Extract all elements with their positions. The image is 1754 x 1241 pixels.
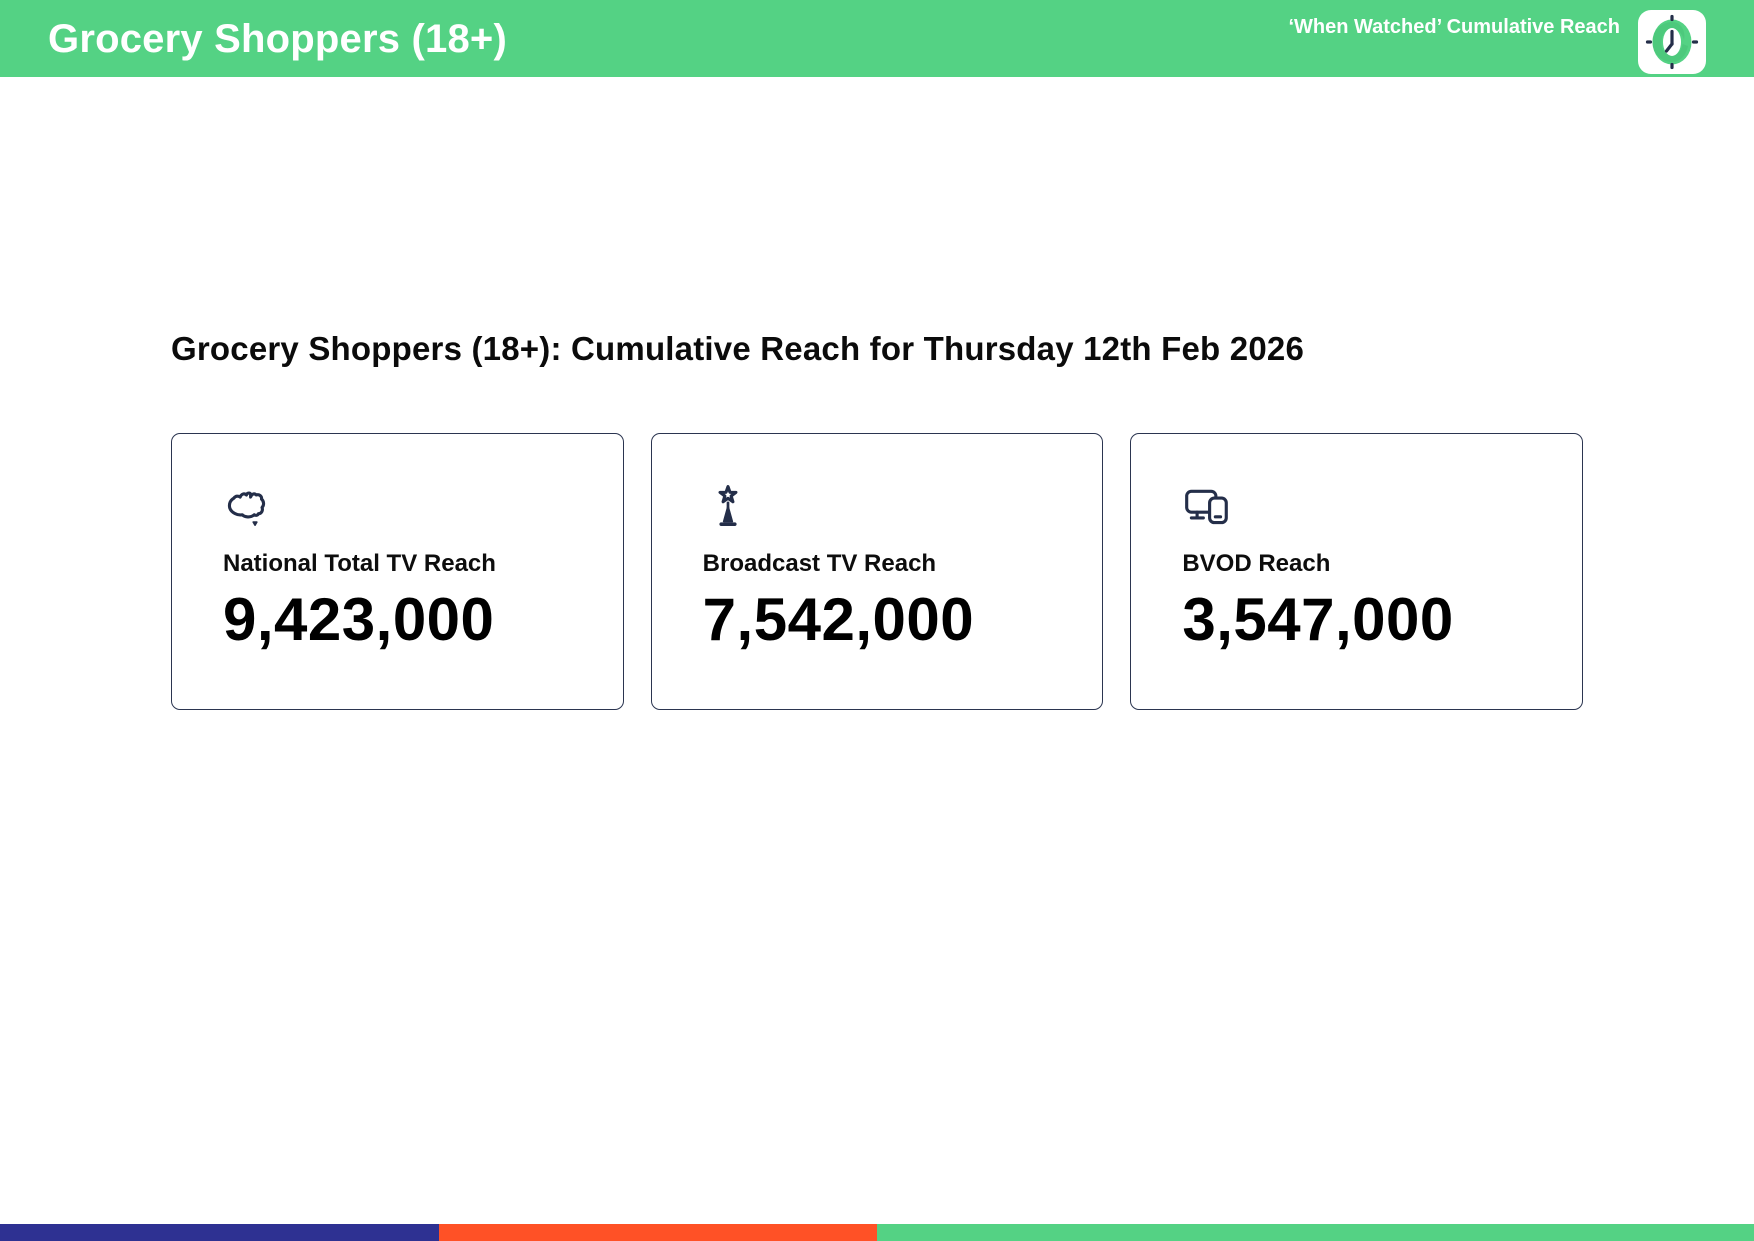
footer-segment-orange xyxy=(438,1224,877,1241)
footer-segment-green xyxy=(877,1224,1754,1241)
kpi-value: 7,542,000 xyxy=(702,586,975,653)
footer-color-bar xyxy=(0,1224,1754,1241)
footer-segment-blue xyxy=(0,1224,439,1241)
header-right: ‘When Watched’ Cumulative Reach xyxy=(1288,4,1706,74)
kpi-label: Broadcast TV Reach xyxy=(702,550,937,577)
kpi-value: 3,547,000 xyxy=(1182,586,1454,653)
clock-icon xyxy=(1638,9,1706,74)
kpi-label: National Total TV Reach xyxy=(223,550,496,577)
broadcast-tower-icon xyxy=(703,483,753,533)
page-title: Grocery Shoppers (18+): Cumulative Reach… xyxy=(171,330,1304,367)
kpi-card-national-total-tv-reach: National Total TV Reach 9,423,000 xyxy=(171,433,624,710)
app-header: Grocery Shoppers (18+) ‘When Watched’ Cu… xyxy=(0,0,1754,77)
kpi-label: BVOD Reach xyxy=(1182,550,1331,577)
kpi-value: 9,423,000 xyxy=(223,586,495,653)
app-title: Grocery Shoppers (18+) xyxy=(48,16,508,61)
kpi-cards: National Total TV Reach 9,423,000 Broadc… xyxy=(171,433,1584,710)
australia-map-icon xyxy=(223,483,273,533)
header-subtitle: ‘When Watched’ Cumulative Reach xyxy=(1288,16,1620,38)
kpi-card-bvod-reach: BVOD Reach 3,547,000 xyxy=(1130,433,1584,710)
devices-icon xyxy=(1182,483,1232,533)
kpi-card-broadcast-tv-reach: Broadcast TV Reach 7,542,000 xyxy=(650,433,1104,710)
